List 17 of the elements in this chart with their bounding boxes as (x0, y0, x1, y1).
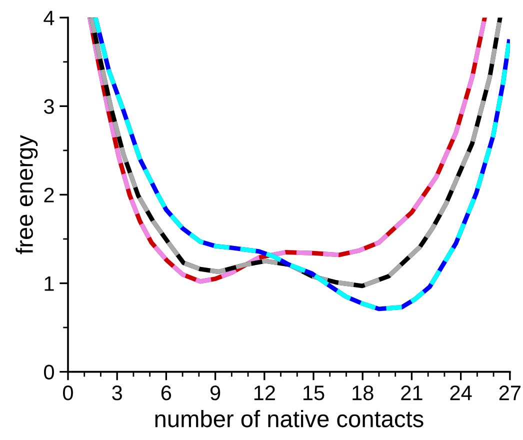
x-tick-label: 12 (254, 386, 275, 400)
y-axis-title: free energy (16, 135, 38, 254)
x-tick-label: 6 (161, 386, 172, 400)
x-tick-label: 27 (499, 386, 520, 400)
y-tick-label: 0 (44, 364, 54, 380)
x-tick-label: 0 (63, 386, 73, 400)
x-tick-label: 9 (210, 386, 220, 400)
x-tick-label: 18 (352, 386, 374, 400)
x-tick-label: 24 (450, 386, 472, 400)
y-tick-label: 4 (44, 10, 54, 26)
y-tick-label: 3 (44, 99, 54, 114)
x-tick-label: 15 (304, 386, 324, 400)
x-tick-label: 21 (401, 386, 422, 400)
x-tick-label: 3 (112, 386, 122, 400)
y-tick-label: 2 (44, 188, 54, 202)
y-tick-label: 1 (44, 276, 54, 291)
x-axis-title: number of native contacts (155, 410, 424, 428)
